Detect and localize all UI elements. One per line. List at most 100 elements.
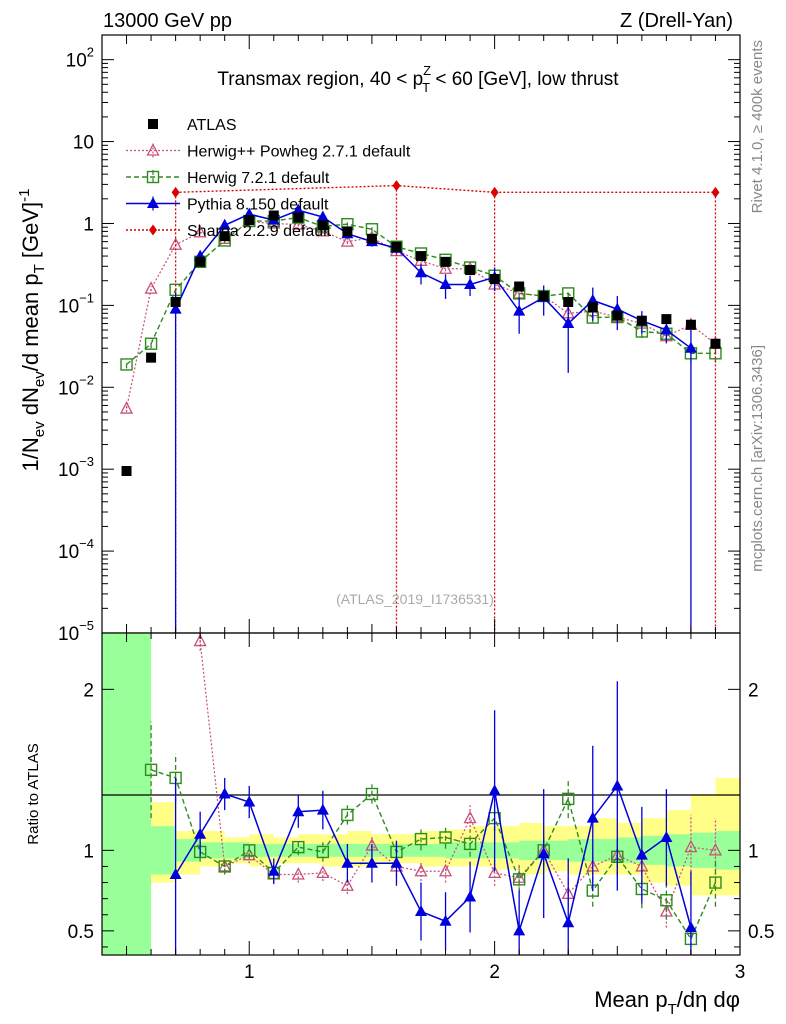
ratio-data-point [562, 792, 575, 806]
ratio-data-point [635, 848, 648, 860]
x-axis-label: Mean pT/dη dφ [594, 987, 740, 1018]
series-herwigpp [119, 214, 723, 414]
ratio-data-point [267, 864, 280, 876]
legend-item-atlas: ATLAS [148, 117, 237, 134]
legend-label: Herwig++ Powheg 2.7.1 default [187, 144, 411, 161]
data-point [391, 241, 402, 252]
ratio-data-point [341, 808, 354, 822]
y-tick-label: 10−3 [58, 454, 94, 481]
x-tick-label: 2 [489, 962, 500, 983]
ratio-data-point [439, 914, 452, 926]
legend-label: Sharpa 2.2.9 default [187, 223, 332, 240]
ratio-y-tick-label-right: 0.5 [748, 922, 774, 943]
data-point [268, 210, 279, 221]
data-point [121, 466, 132, 477]
x-tick-label: 3 [735, 962, 746, 983]
ratio-data-point [291, 867, 305, 880]
ratio-data-point [243, 844, 256, 857]
ratio-series-pythia [169, 681, 697, 955]
data-point [170, 296, 181, 307]
legend-item-pythia: Pythia 8.150 default [126, 196, 329, 214]
data-point [440, 256, 451, 267]
ratio-series-line [199, 633, 716, 913]
legend-marker [146, 143, 160, 156]
ratio-data-point [292, 840, 305, 854]
ratio-ylabel: Ratio to ATLAS [25, 743, 42, 844]
data-point [660, 323, 673, 335]
ratio-series-herwigpp [193, 633, 723, 928]
data-point [366, 233, 377, 244]
ratio-data-point [463, 810, 477, 824]
data-point [586, 293, 599, 305]
series-line [175, 184, 716, 194]
uncertainty-band-inner [592, 839, 618, 862]
ratio-data-point [611, 779, 624, 791]
data-point [684, 341, 697, 353]
ratio-data-point [684, 921, 697, 933]
y-tick-label: 10−2 [58, 372, 94, 399]
data-point [120, 358, 133, 371]
series-atlas [121, 210, 721, 477]
data-point [340, 234, 354, 247]
series-sherpa [171, 180, 720, 633]
uncertainty-band-inner [494, 842, 520, 859]
data-point [292, 203, 305, 215]
legend-item-herwig7: Herwig 7.2.1 default [126, 170, 330, 187]
y-tick-label: 10−5 [58, 618, 94, 645]
data-point [465, 265, 476, 276]
data-point [293, 212, 304, 223]
data-point [661, 314, 672, 325]
header-left: 13000 GeV pp [103, 10, 232, 32]
y-tick-label: 10 [73, 133, 94, 154]
data-point [193, 224, 207, 238]
ratio-data-point [414, 832, 428, 846]
legend-marker [147, 197, 159, 208]
data-point [490, 186, 499, 198]
header-right: Z (Drell-Yan) [620, 10, 733, 32]
data-point [317, 220, 328, 231]
data-point [685, 319, 696, 330]
mcplots-label: mcplots.cern.ch [arXiv:1306.3436] [749, 345, 766, 572]
uncertainty-band-inner [151, 826, 176, 875]
y-tick-label: 102 [66, 45, 94, 72]
ratio-data-point [488, 865, 502, 879]
ratio-data-point [439, 831, 452, 844]
ratio-data-point [660, 830, 673, 842]
data-point [438, 261, 453, 274]
ratio-data-point [708, 842, 723, 856]
ratio-data-point [709, 876, 722, 889]
data-point [244, 215, 255, 226]
data-point [119, 401, 134, 414]
uncertainty-band-inner [200, 842, 225, 859]
uncertainty-band-inner [421, 843, 446, 857]
data-point [464, 277, 477, 289]
data-point [219, 231, 230, 242]
ratio-data-point [340, 878, 354, 891]
ratio-data-point [684, 839, 698, 853]
data-point [538, 291, 549, 302]
data-point [711, 186, 720, 198]
uncertainty-band-inner [102, 633, 127, 955]
ratio-data-point [292, 805, 305, 817]
data-point [514, 281, 525, 292]
legend-label: Herwig 7.2.1 default [187, 170, 330, 187]
data-point [513, 304, 526, 316]
legend-item-sherpa: Sharpa 2.2.9 default [126, 223, 332, 240]
ratio-data-point [488, 784, 501, 796]
data-point [636, 315, 647, 326]
data-point [169, 302, 182, 314]
data-point [218, 218, 231, 230]
data-point [563, 296, 574, 307]
ratio-data-point [243, 795, 256, 807]
data-point [415, 266, 427, 278]
data-point [710, 338, 721, 349]
watermark: (ATLAS_2019_I1736531) [336, 591, 494, 607]
data-point [171, 186, 180, 198]
legend-label: ATLAS [187, 117, 237, 134]
ratio-data-point [660, 894, 673, 907]
ratio-data-point [316, 845, 330, 859]
ratio-data-point [513, 924, 526, 936]
legend-marker [149, 224, 157, 236]
x-tick-label: 1 [244, 962, 255, 983]
